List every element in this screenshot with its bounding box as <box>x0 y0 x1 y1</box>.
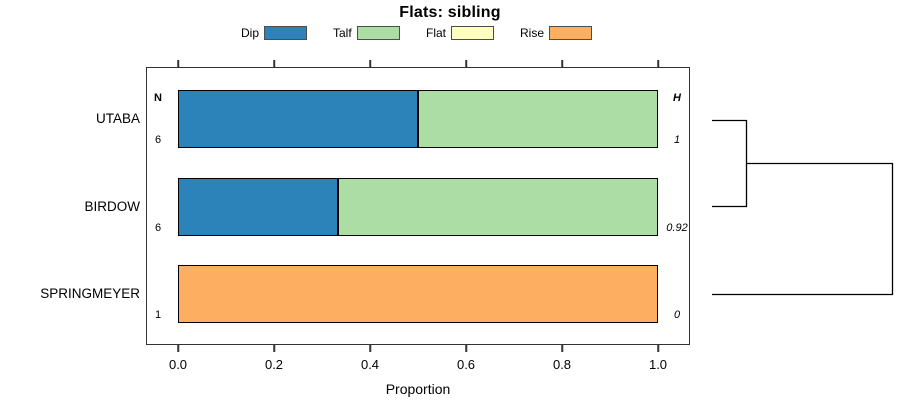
bar-segment-rise-springmeyer <box>178 265 658 323</box>
x-axis-tick <box>177 345 179 352</box>
x-axis-tick <box>657 60 659 67</box>
legend-item-dip: Dip <box>241 25 308 41</box>
legend-label-dip: Dip <box>241 26 260 40</box>
bar-segment-talf-utaba <box>418 90 658 148</box>
category-label-springmeyer: SPRINGMEYER <box>40 286 140 301</box>
chart-title: Flats: sibling <box>399 4 501 21</box>
legend-swatch-rise <box>549 26 593 40</box>
legend-item-talf: Talf <box>333 25 400 41</box>
bar-segment-dip-utaba <box>178 90 418 148</box>
bar-row-birdow <box>178 178 658 236</box>
h-column-header: H <box>673 92 681 104</box>
x-axis-tick-labels: 0.0 0.2 0.4 0.6 0.8 1.0 <box>169 357 667 373</box>
x-axis-tick <box>369 60 371 67</box>
x-axis-tick-label: 1.0 <box>648 357 668 372</box>
x-axis-tick <box>273 345 275 352</box>
legend-swatch-flat <box>451 26 495 40</box>
n-value-springmeyer: 1 <box>154 309 162 321</box>
x-axis-tick-label: 0.2 <box>264 357 284 372</box>
bar-row-utaba <box>178 90 658 148</box>
bar-row-springmeyer <box>178 265 658 323</box>
x-axis-tick <box>465 60 467 67</box>
h-value-birdow: 0.92 <box>666 222 688 234</box>
x-axis-title: Proportion <box>385 381 451 397</box>
n-value-birdow: 6 <box>154 222 162 234</box>
legend-item-flat: Flat <box>426 25 495 41</box>
plot-area <box>146 67 690 345</box>
x-axis-tick <box>657 345 659 352</box>
x-axis-tick <box>177 60 179 67</box>
legend-label-rise: Rise <box>520 26 545 40</box>
x-axis-tick <box>561 60 563 67</box>
category-label-utaba: UTABA <box>95 111 140 126</box>
legend-item-rise: Rise <box>520 25 593 41</box>
x-axis-tick-label: 0.4 <box>360 357 380 372</box>
x-axis-tick-label: 0.8 <box>552 357 572 372</box>
legend-swatch-talf <box>356 26 400 40</box>
bar-segment-dip-birdow <box>178 178 338 236</box>
x-axis-tick <box>465 345 467 352</box>
x-axis-tick <box>273 60 275 67</box>
x-axis-tick-label: 0.0 <box>168 357 188 372</box>
h-value-utaba: 1 <box>673 134 681 146</box>
x-axis-tick <box>369 345 371 352</box>
legend-label-talf: Talf <box>333 26 352 40</box>
n-column-header: N <box>154 92 162 104</box>
bar-segment-talf-birdow <box>337 178 658 236</box>
x-axis-tick-label: 0.6 <box>456 357 476 372</box>
legend-label-flat: Flat <box>426 26 447 40</box>
dendrogram <box>712 119 894 296</box>
x-axis-tick <box>561 345 563 352</box>
category-label-birdow: BIRDOW <box>84 199 141 214</box>
h-value-springmeyer: 0 <box>673 309 681 321</box>
legend-swatch-dip <box>264 26 308 40</box>
n-value-utaba: 6 <box>154 134 162 146</box>
